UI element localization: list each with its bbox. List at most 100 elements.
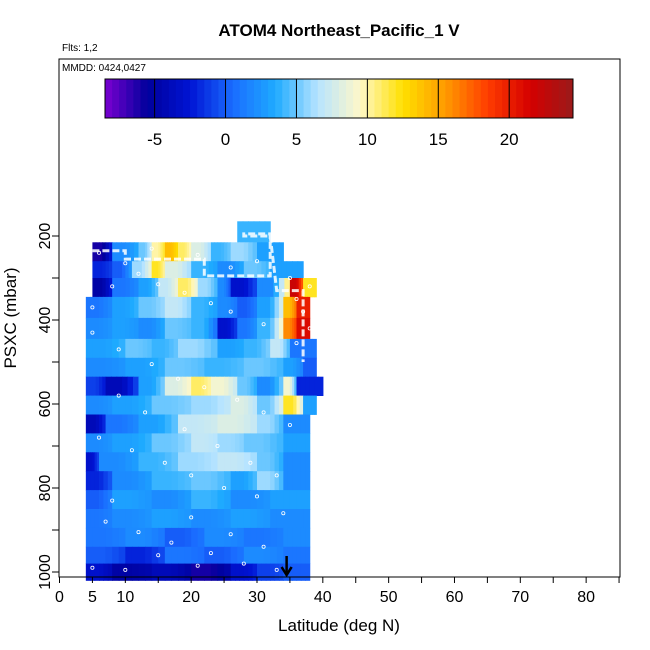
heatmap-cell (278, 452, 284, 472)
heatmap-cell (296, 490, 304, 510)
heatmap-cell (177, 278, 182, 298)
heatmap-cell (131, 509, 140, 529)
heatmap-cell (210, 278, 215, 298)
heatmap-cell (280, 338, 284, 359)
heatmap-cell (217, 471, 225, 491)
heatmap-cell (237, 509, 245, 529)
heatmap-cell (158, 414, 166, 434)
heatmap-cell (142, 376, 148, 396)
heatmap-cell (102, 261, 107, 279)
colorbar-swatch (466, 79, 475, 118)
heatmap-cell (191, 527, 199, 548)
colorbar-swatch (452, 79, 461, 118)
heatmap-cell (85, 471, 91, 491)
heatmap-cell (298, 317, 302, 340)
heatmap-cell (164, 546, 173, 564)
heatmap-cell (120, 278, 126, 298)
heatmap-cell (274, 395, 280, 415)
heatmap-cell (230, 242, 236, 262)
heatmap-cell (230, 546, 238, 564)
heatmap-cell (177, 357, 186, 378)
heatmap-cell (116, 376, 123, 396)
heatmap-cell (142, 317, 148, 340)
heatmap-cell (256, 376, 262, 396)
heatmap-cell (92, 546, 100, 564)
heatmap-cell (186, 296, 192, 319)
heatmap-cell (107, 490, 113, 510)
heatmap-cell (287, 414, 293, 434)
y-tick-label: 600 (37, 391, 54, 418)
heatmap-cell (116, 296, 122, 319)
heatmap-cell (164, 376, 170, 396)
sample-point (248, 460, 253, 465)
heatmap-cell (184, 563, 192, 581)
heatmap-cell (177, 471, 186, 491)
sample-point (195, 252, 200, 257)
heatmap-cell (263, 490, 271, 510)
heatmap-cell (270, 527, 278, 548)
heatmap-cell (173, 376, 179, 396)
heatmap-cell (125, 242, 131, 262)
colorbar-swatch (409, 79, 418, 118)
x-tick-label: 30 (248, 589, 266, 606)
heatmap-cell (151, 452, 159, 472)
heatmap-cell (204, 261, 210, 279)
heatmap-cell (129, 278, 135, 298)
heatmap-cell (230, 433, 236, 453)
heatmap-cell (274, 317, 280, 340)
heatmap-cell (230, 317, 235, 340)
heatmap-cell (294, 278, 298, 298)
x-tick-label: 80 (577, 589, 595, 606)
heatmap-cell (194, 376, 199, 396)
heatmap-cell (199, 433, 205, 453)
heatmap-cell (278, 376, 284, 396)
heatmap-cell (256, 357, 265, 378)
sample-point (274, 567, 279, 572)
heatmap-cell (217, 490, 225, 510)
sample-point (274, 473, 279, 478)
heatmap-cell (296, 452, 302, 472)
heatmap-cell (103, 563, 109, 581)
heatmap-cell (243, 317, 248, 340)
heatmap-cell (145, 433, 153, 453)
heatmap-cell (300, 563, 306, 581)
heatmap-cell (92, 376, 97, 396)
heatmap-cell (112, 278, 118, 298)
heatmap-cell (303, 357, 306, 378)
sample-point (208, 301, 213, 306)
heatmap-cell (90, 317, 96, 340)
heatmap-cell (224, 317, 228, 340)
y-axis-label: PSXC (mbar) (1, 267, 20, 368)
heatmap-cell (116, 414, 123, 434)
heatmap-cell (125, 546, 133, 564)
heatmap-cell (108, 242, 113, 262)
heatmap-cell (293, 357, 298, 378)
heatmap-cell (164, 563, 173, 581)
colorbar-swatch (551, 79, 560, 118)
heatmap-cell (138, 527, 146, 548)
heatmap-cell (129, 296, 135, 319)
heatmap-cell (89, 414, 94, 434)
heatmap-cell (309, 357, 313, 378)
heatmap-cell (95, 414, 100, 434)
heatmap-cell (118, 471, 126, 491)
heatmap-cell (134, 278, 140, 298)
heatmap-cell (131, 563, 140, 581)
heatmap-cell (135, 261, 140, 279)
heatmap-cell (265, 261, 271, 279)
sample-point (301, 309, 306, 314)
heatmap-cell (154, 278, 159, 298)
heatmap-cell (131, 433, 140, 453)
heatmap-cell (107, 563, 113, 581)
heatmap-cell (99, 471, 104, 491)
heatmap-cell (296, 546, 302, 564)
x-tick-label: 60 (446, 589, 464, 606)
heatmap-cell (118, 563, 126, 581)
heatmap-cell (300, 433, 306, 453)
heatmap-cell (283, 490, 291, 510)
heatmap-cell (237, 221, 244, 243)
heatmap-cell (289, 338, 295, 359)
heatmap-cell (85, 414, 90, 434)
sample-point (228, 309, 233, 314)
colorbar-swatch (395, 79, 404, 118)
